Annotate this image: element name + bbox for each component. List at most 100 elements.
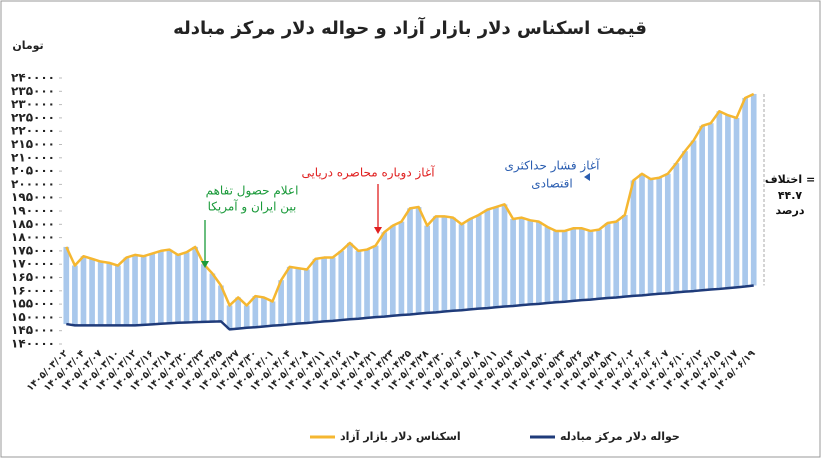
annotation: ۴۴.۷ <box>778 189 803 202</box>
bar <box>604 222 611 298</box>
legend-label: حواله دلار مرکز مبادله <box>560 430 680 443</box>
bar <box>304 269 310 323</box>
bar <box>579 228 585 301</box>
bar <box>329 257 336 321</box>
bar <box>278 280 284 326</box>
y-tick-label: ۱۵۰۰۰۰ <box>11 310 55 324</box>
y-tick-label: ۱۹۰۰۰۰ <box>11 204 55 218</box>
bar <box>106 262 113 326</box>
bar <box>338 250 345 321</box>
bar <box>587 230 594 300</box>
legend-label: اسکناس دلار بازار آزاد <box>340 429 461 443</box>
bar <box>235 297 241 329</box>
y-tick-label: ۱۶۰۰۰۰ <box>11 283 55 297</box>
bar <box>183 252 190 323</box>
bar <box>261 297 267 327</box>
y-tick-label: ۲۲۵۰۰۰ <box>11 110 55 124</box>
bar <box>226 305 233 330</box>
bar <box>149 253 156 325</box>
bar <box>475 214 482 309</box>
y-tick-label: ۲۱۰۰۰۰ <box>11 150 55 164</box>
bar <box>458 224 465 311</box>
annotation: بین ایران و آمریکا <box>208 199 297 215</box>
bar <box>269 301 276 326</box>
bar <box>132 254 138 326</box>
bar <box>166 249 173 324</box>
bar <box>630 180 637 296</box>
bar <box>200 264 207 322</box>
bar <box>493 207 499 308</box>
bar <box>596 229 602 299</box>
bar <box>372 245 379 318</box>
y-axis-label: تومان <box>12 39 43 52</box>
bar <box>140 256 147 325</box>
bar <box>123 257 130 326</box>
bar <box>381 232 388 317</box>
annotation: درصد <box>776 204 805 217</box>
bar <box>424 225 431 313</box>
y-tick-label: ۲۰۰۰۰۰ <box>11 177 55 191</box>
bar <box>286 266 293 325</box>
bar <box>72 265 78 326</box>
y-tick-label: ۱۹۵۰۰۰ <box>11 190 55 204</box>
bar <box>707 123 714 290</box>
bar <box>536 221 542 304</box>
y-tick-label: ۱۷۰۰۰۰ <box>11 257 55 271</box>
bar <box>450 217 456 311</box>
bar <box>673 163 680 293</box>
bar <box>175 254 181 323</box>
bar <box>80 256 87 326</box>
bar <box>243 305 250 328</box>
bar <box>63 246 70 325</box>
bar <box>312 258 319 323</box>
bar <box>157 250 164 324</box>
bar <box>647 179 654 295</box>
bar <box>192 246 199 323</box>
bar <box>639 173 645 296</box>
bar <box>321 257 327 322</box>
bar <box>682 151 688 292</box>
annotation-arrowhead <box>374 227 382 234</box>
bar <box>209 273 216 322</box>
bar <box>570 228 577 301</box>
bar <box>407 208 413 315</box>
y-tick-label: ۲۲۰۰۰۰ <box>11 124 55 138</box>
y-tick-label: ۲۳۵۰۰۰ <box>11 84 55 98</box>
y-tick-label: ۲۱۵۰۰۰ <box>11 137 55 151</box>
bar <box>613 221 620 298</box>
y-tick-label: ۱۷۵۰۰۰ <box>11 243 55 257</box>
y-tick-label: ۱۶۵۰۰۰ <box>11 270 55 284</box>
bar <box>664 173 671 294</box>
bar <box>544 226 551 304</box>
bar <box>295 268 302 324</box>
y-tick-label: ۱۵۵۰۰۰ <box>11 297 55 311</box>
annotation-arrowhead <box>584 173 590 181</box>
bar <box>415 207 422 314</box>
bar <box>527 220 534 305</box>
bar <box>750 93 757 286</box>
y-tick-label: ۲۴۰۰۰۰ <box>11 71 55 85</box>
bar <box>725 115 731 289</box>
annotation: اقتصادی <box>531 177 573 191</box>
annotation: آغاز فشار حداکثری <box>505 158 601 174</box>
bar <box>432 216 439 313</box>
y-tick-label: ۱۴۵۰۰۰ <box>11 323 55 337</box>
bar <box>89 258 95 326</box>
bar <box>355 250 362 319</box>
bar <box>621 214 628 297</box>
bar <box>518 217 525 306</box>
y-tick-label: ۱۸۰۰۰۰ <box>11 230 55 244</box>
y-tick-label: ۱۸۵۰۰۰ <box>11 217 55 231</box>
bar <box>716 111 723 289</box>
bar <box>561 230 568 302</box>
bar <box>510 218 516 306</box>
y-tick-label: ۲۰۵۰۰۰ <box>11 164 55 178</box>
chart-title: قیمت اسکناس دلار بازار آزاد و حواله دلار… <box>173 16 647 39</box>
bar <box>656 177 663 294</box>
bar <box>690 140 697 292</box>
bar <box>501 204 508 307</box>
bar <box>553 230 559 303</box>
bar <box>252 296 259 328</box>
bar <box>699 125 705 291</box>
